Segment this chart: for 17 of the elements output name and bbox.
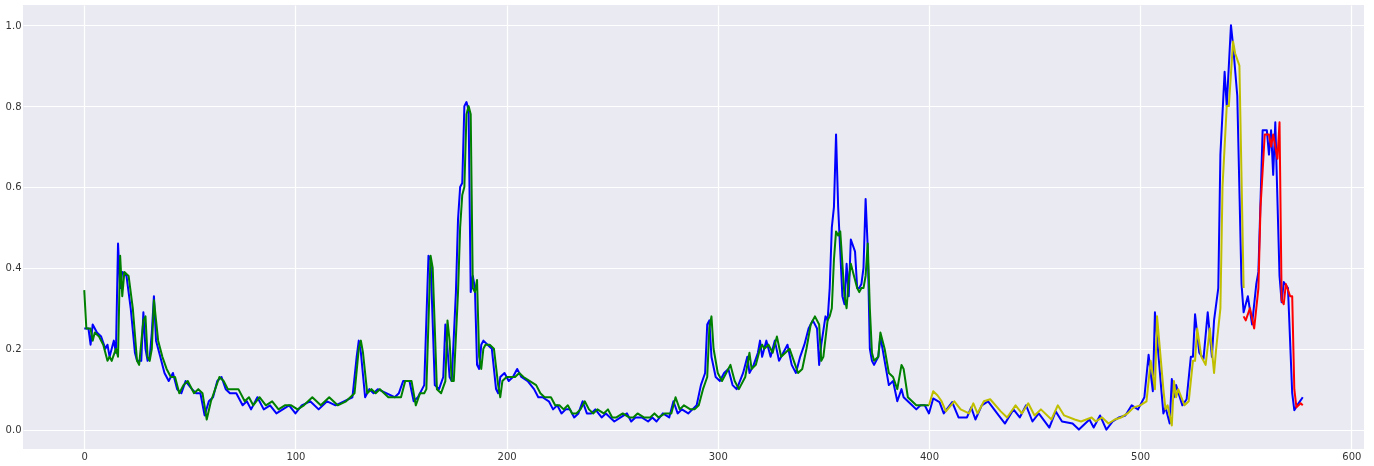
y-tick-label: 0.8 (5, 100, 22, 112)
line-series (83, 105, 930, 421)
y-tick-label: 0.2 (5, 343, 22, 355)
x-tick-label: 600 (1342, 450, 1362, 462)
y-tick-label: 0.4 (5, 262, 22, 274)
y-tick-label: 0.0 (5, 424, 22, 436)
x-tick-label: 0 (81, 450, 88, 462)
y-tick-label: 0.6 (5, 181, 22, 193)
line-series (927, 40, 1245, 427)
x-tick-label: 300 (708, 450, 728, 462)
line-series (83, 24, 1304, 431)
x-tick-label: 400 (919, 450, 940, 462)
x-tick-label: 100 (286, 450, 306, 462)
x-tick-label: 200 (497, 450, 517, 462)
y-tick-label: 1.0 (5, 19, 22, 31)
x-tick-label: 500 (1131, 450, 1151, 462)
line-series (1242, 121, 1304, 409)
